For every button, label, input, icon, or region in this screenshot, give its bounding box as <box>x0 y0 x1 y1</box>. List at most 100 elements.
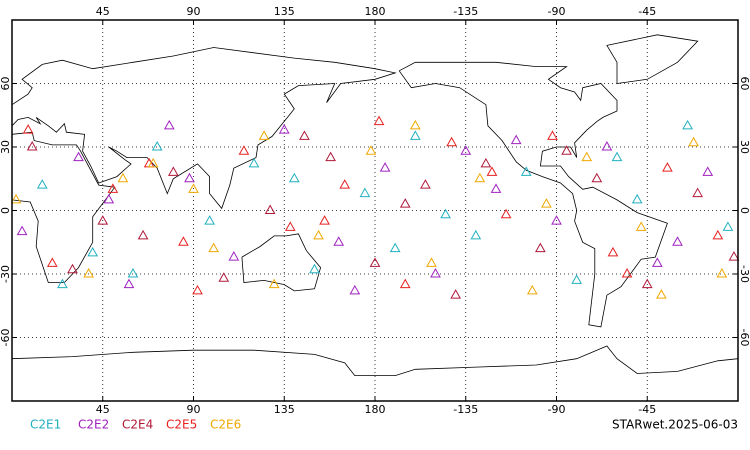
triangle-marker <box>97 215 109 225</box>
x-tick-label: 90 <box>187 403 201 416</box>
triangle-marker <box>309 263 320 274</box>
triangle-marker <box>319 215 330 225</box>
x-tick-label: -45 <box>638 403 656 416</box>
triangle-marker <box>399 278 411 289</box>
triangle-marker <box>333 236 345 246</box>
triangle-marker <box>551 215 562 225</box>
triangle-marker <box>284 221 296 231</box>
triangle-marker <box>379 162 391 172</box>
triangle-marker <box>299 130 310 140</box>
triangle-marker <box>712 229 724 240</box>
y-tick-label: -60 <box>738 329 750 347</box>
y-tick-label: -30 <box>0 265 12 283</box>
y-tick-label: 30 <box>0 140 12 154</box>
y-tick-label: -60 <box>0 329 12 347</box>
triangle-marker <box>651 257 663 267</box>
y-tick-label: 60 <box>738 77 750 91</box>
triangle-marker <box>313 229 324 240</box>
triangle-marker <box>520 166 532 176</box>
triangle-marker <box>137 229 149 240</box>
triangle-marker <box>601 140 613 151</box>
coastline <box>11 47 397 210</box>
triangle-marker <box>641 278 653 289</box>
triangle-marker <box>474 172 486 183</box>
triangle-marker <box>264 204 276 214</box>
triangle-marker <box>238 145 250 155</box>
triangle-marker <box>188 183 199 193</box>
triangle-marker <box>178 236 189 246</box>
legend-entry: C2E5 <box>166 418 197 432</box>
triangle-marker <box>571 274 583 284</box>
triangle-marker <box>117 172 129 183</box>
x-tick-label: 135 <box>274 403 295 416</box>
triangle-marker <box>365 145 377 155</box>
triangle-marker <box>561 145 572 155</box>
triangle-marker <box>716 267 728 278</box>
points <box>10 115 740 299</box>
triangle-marker <box>278 124 290 134</box>
triangle-marker <box>127 267 139 278</box>
triangle-marker <box>369 257 381 267</box>
triangle-marker <box>591 172 603 183</box>
triangle-marker <box>510 134 522 145</box>
x-tick-label: 180 <box>365 5 386 18</box>
triangle-marker <box>611 151 623 162</box>
triangle-marker <box>57 278 68 289</box>
triangle-marker <box>389 242 401 253</box>
triangle-marker <box>662 162 673 172</box>
triangle-marker <box>607 246 619 257</box>
triangle-marker <box>325 151 336 162</box>
triangle-marker <box>218 272 230 282</box>
x-tick-label: 45 <box>96 403 110 416</box>
triangle-marker <box>359 187 371 198</box>
triangle-marker <box>349 284 361 295</box>
coastline <box>606 34 699 84</box>
y-tick-label: 0 <box>0 207 12 214</box>
x-tick-label: -135 <box>453 403 478 416</box>
triangle-marker <box>83 267 94 278</box>
x-tick-label: 180 <box>365 403 386 416</box>
x-tick-label: -45 <box>638 5 656 18</box>
triangle-marker <box>409 119 421 130</box>
triangle-marker <box>728 251 740 261</box>
triangle-marker <box>339 179 351 189</box>
y-tick-label: 30 <box>738 140 750 154</box>
coastlines <box>11 34 739 376</box>
coastline <box>241 233 322 292</box>
y-tick-label: -30 <box>738 265 750 283</box>
triangle-marker <box>87 246 99 257</box>
triangle-marker <box>526 284 538 295</box>
triangle-marker <box>426 257 437 267</box>
triangle-marker <box>500 208 512 219</box>
triangle-marker <box>682 119 693 130</box>
footer: STARwet.2025-06-03 <box>612 418 738 432</box>
triangle-marker <box>163 119 175 130</box>
triangle-marker <box>16 225 28 236</box>
triangle-marker <box>581 151 593 162</box>
x-tick-label: 45 <box>96 5 110 18</box>
triangle-marker <box>722 221 734 231</box>
triangle-marker <box>123 278 135 289</box>
triangle-marker <box>73 151 84 162</box>
triangle-marker <box>688 136 699 147</box>
triangle-marker <box>399 198 411 208</box>
triangle-marker <box>460 145 472 155</box>
x-tick-label: -90 <box>548 403 566 416</box>
triangle-marker <box>420 179 431 189</box>
triangle-marker <box>228 251 240 261</box>
coastline <box>11 131 116 283</box>
triangle-marker <box>409 130 421 140</box>
x-tick-label: 135 <box>274 5 295 18</box>
coastline <box>398 61 668 328</box>
triangle-marker <box>22 124 34 134</box>
triangle-marker <box>208 242 220 253</box>
triangle-marker <box>692 187 704 198</box>
triangle-marker <box>103 193 115 204</box>
triangle-marker <box>10 193 22 204</box>
triangle-marker <box>192 284 203 295</box>
triangle-marker <box>147 157 159 168</box>
triangle-marker <box>151 140 163 151</box>
triangle-marker <box>268 278 280 289</box>
triangle-marker <box>446 136 457 147</box>
